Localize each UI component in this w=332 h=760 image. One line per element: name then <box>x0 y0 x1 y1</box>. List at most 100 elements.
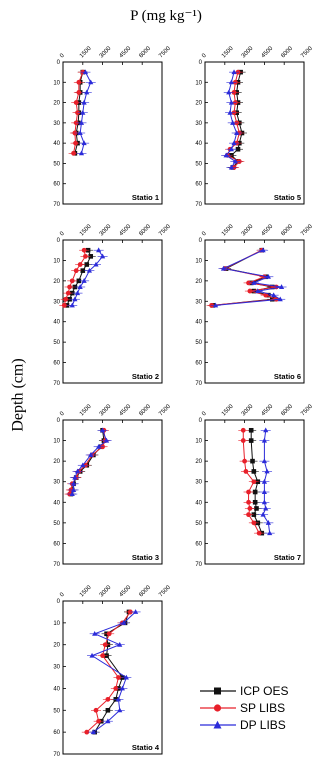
plot-frame <box>204 239 305 384</box>
data-point-triangle <box>81 99 87 105</box>
x-tick-label: 6000 <box>138 403 152 417</box>
x-tick-label: 4500 <box>119 45 133 59</box>
y-tick-label: 70 <box>53 562 60 568</box>
data-point-circle <box>106 631 112 637</box>
data-point-triangle <box>119 685 125 691</box>
data-point-triangle <box>251 280 257 285</box>
y-tick-label: 10 <box>53 621 60 627</box>
series-line <box>86 611 131 733</box>
data-point-triangle <box>264 468 270 474</box>
plot-frame <box>204 61 305 205</box>
y-tick-label: 20 <box>195 101 202 107</box>
data-point-triangle <box>74 290 81 296</box>
plot-frame <box>62 600 163 755</box>
data-point-triangle <box>84 89 90 95</box>
data-point-circle <box>251 520 257 526</box>
data-point-circle <box>263 292 269 298</box>
y-tick-label: 10 <box>195 258 202 264</box>
data-point-triangle <box>86 267 92 273</box>
y-tick-label: 20 <box>53 279 60 285</box>
data-point-triangle <box>81 278 87 283</box>
data-point-triangle <box>263 505 269 511</box>
data-point-triangle <box>100 253 106 259</box>
panel-label: Statio 4 <box>132 743 160 752</box>
x-tick-label: 0 <box>59 591 66 598</box>
data-point-triangle <box>105 718 111 724</box>
y-tick-label: 30 <box>195 299 202 305</box>
data-point-circle <box>256 530 262 536</box>
data-point-square <box>252 499 258 505</box>
data-point-circle <box>113 686 119 691</box>
chart-panel-5: 0 1500 3000 4500 6000 7500 0 10 20 30 40 50 60 70 Stat… <box>195 45 314 208</box>
y-tick-label: 40 <box>53 141 60 147</box>
data-point-triangle <box>72 296 78 302</box>
x-tick-label: 4500 <box>261 45 275 59</box>
x-tick-label: 6000 <box>138 223 152 237</box>
panel-label: Statio 5 <box>274 193 301 202</box>
x-tick-label: 1500 <box>79 584 93 598</box>
y-tick-label: 60 <box>195 182 202 188</box>
legend-marker-triangle-icon <box>200 720 236 728</box>
x-tick-label: 3000 <box>241 223 255 237</box>
data-point-triangle <box>212 302 219 308</box>
data-point-triangle <box>123 674 129 680</box>
y-tick-label: 0 <box>57 418 61 424</box>
data-point-triangle <box>117 641 123 647</box>
x-tick-label: 7500 <box>300 403 314 417</box>
data-point-triangle <box>230 120 236 125</box>
data-point-triangle <box>96 247 102 253</box>
data-point-triangle <box>261 478 267 484</box>
x-tick-label: 1500 <box>221 223 235 237</box>
data-point-square <box>248 427 254 433</box>
legend-marker-circle-icon <box>200 703 236 712</box>
data-point-triangle <box>232 158 238 164</box>
x-tick-label: 3000 <box>99 584 113 598</box>
data-point-triangle <box>227 109 233 115</box>
data-point-triangle <box>228 146 234 152</box>
data-point-triangle <box>80 462 86 468</box>
x-tick-label: 6000 <box>138 45 152 59</box>
data-point-circle <box>100 653 105 659</box>
y-tick-label: 50 <box>53 340 60 346</box>
series-line <box>71 249 104 306</box>
data-point-triangle <box>265 520 271 525</box>
data-point-triangle <box>74 468 81 474</box>
data-point-circle <box>246 512 251 518</box>
data-point-triangle <box>70 480 77 486</box>
x-tick-label: 6000 <box>138 584 152 598</box>
y-tick-label: 20 <box>53 643 60 649</box>
data-point-triangle <box>226 89 232 95</box>
y-tick-label: 20 <box>195 279 202 285</box>
x-tick-label: 1500 <box>79 403 93 417</box>
x-tick-label: 4500 <box>261 223 275 237</box>
y-tick-label: 0 <box>57 238 61 244</box>
y-tick-label: 70 <box>195 562 202 568</box>
series-line <box>71 430 108 495</box>
data-point-triangle <box>77 130 83 135</box>
data-point-square <box>76 278 82 284</box>
y-tick-label: 50 <box>195 521 202 527</box>
legend-item-icp-oes: ICP OES <box>200 682 288 699</box>
legend-label: ICP OES <box>240 683 289 698</box>
data-point-circle <box>61 302 67 308</box>
chart-panel-3: 0 1500 3000 4500 6000 7500 0 10 20 30 40 50 60 70 Stat… <box>53 403 172 568</box>
data-point-triangle <box>78 150 85 156</box>
chart-panel-2: 0 1500 3000 4500 6000 7500 0 10 20 30 40 50 60 70 Stat… <box>53 223 172 387</box>
data-point-circle <box>246 499 251 505</box>
y-tick-label: 30 <box>53 665 60 671</box>
data-point-circle <box>67 284 72 290</box>
plot-frame <box>204 419 305 565</box>
plot-frame <box>62 419 163 565</box>
x-tick-label: 1500 <box>79 223 93 237</box>
data-point-circle <box>76 79 82 85</box>
data-point-triangle <box>263 427 269 433</box>
data-point-triangle <box>69 302 75 308</box>
data-point-circle <box>231 90 237 95</box>
x-tick-label: 3000 <box>241 45 255 59</box>
legend-marker-square-icon <box>200 687 236 694</box>
y-tick-label: 60 <box>53 730 60 736</box>
data-point-triangle <box>231 140 237 146</box>
x-tick-label: 4500 <box>261 403 275 417</box>
legend-label: SP LIBS <box>240 700 286 715</box>
